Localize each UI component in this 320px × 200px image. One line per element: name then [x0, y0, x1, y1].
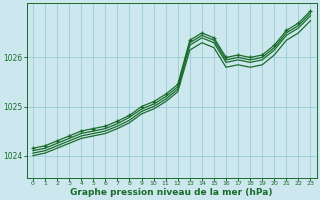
X-axis label: Graphe pression niveau de la mer (hPa): Graphe pression niveau de la mer (hPa) — [70, 188, 273, 197]
